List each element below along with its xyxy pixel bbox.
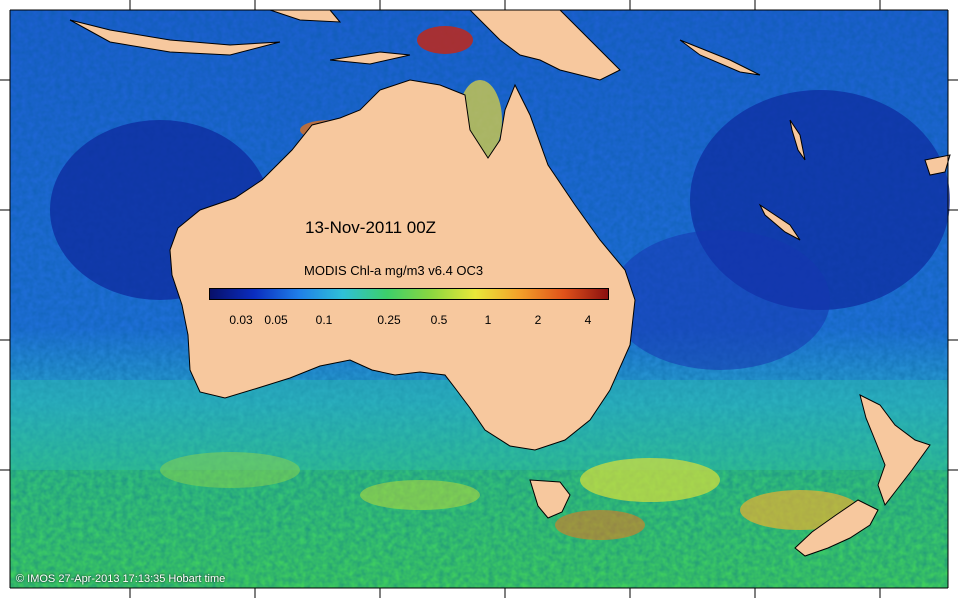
credit-text: © IMOS 27-Apr-2013 17:13:35 Hobart time [16,573,226,585]
bloom-south-1 [580,458,720,502]
vanuatu-islands [789,119,806,161]
new-zealand-south-island [794,499,879,557]
australia [169,79,636,451]
colorbar-tick-label: 2 [534,313,542,327]
java-islands [69,19,281,56]
deep-ocean-coral-sea [610,230,830,370]
date-title: 13-Nov-2011 00Z [305,218,437,237]
colorbar-tick-label: 1 [484,313,492,327]
tasmania [529,479,571,519]
arafura-bloom [417,26,473,54]
bloom-south-5 [160,452,300,488]
colorbar-tick-label: 0.5 [430,313,448,327]
colorbar-tick-label: 0.25 [377,313,401,327]
bloom-south-3 [555,510,645,540]
colorbar-tick-label: 0.03 [229,313,253,327]
timor-island [329,51,411,65]
colorbar-tick-label: 0.1 [315,313,333,327]
colorbar-title: MODIS Chl-a mg/m3 v6.4 OC3 [304,263,484,278]
new-caledonia [758,203,801,241]
bloom-south-4 [360,480,480,510]
colorbar-tick-label: 4 [584,313,592,327]
solomon-islands [679,39,761,76]
colorbar-tick-label: 0.05 [264,313,288,327]
colorbar [209,288,609,300]
fiji-islands [924,154,951,176]
new-guinea [468,9,621,81]
new-zealand-north-island [859,394,931,507]
